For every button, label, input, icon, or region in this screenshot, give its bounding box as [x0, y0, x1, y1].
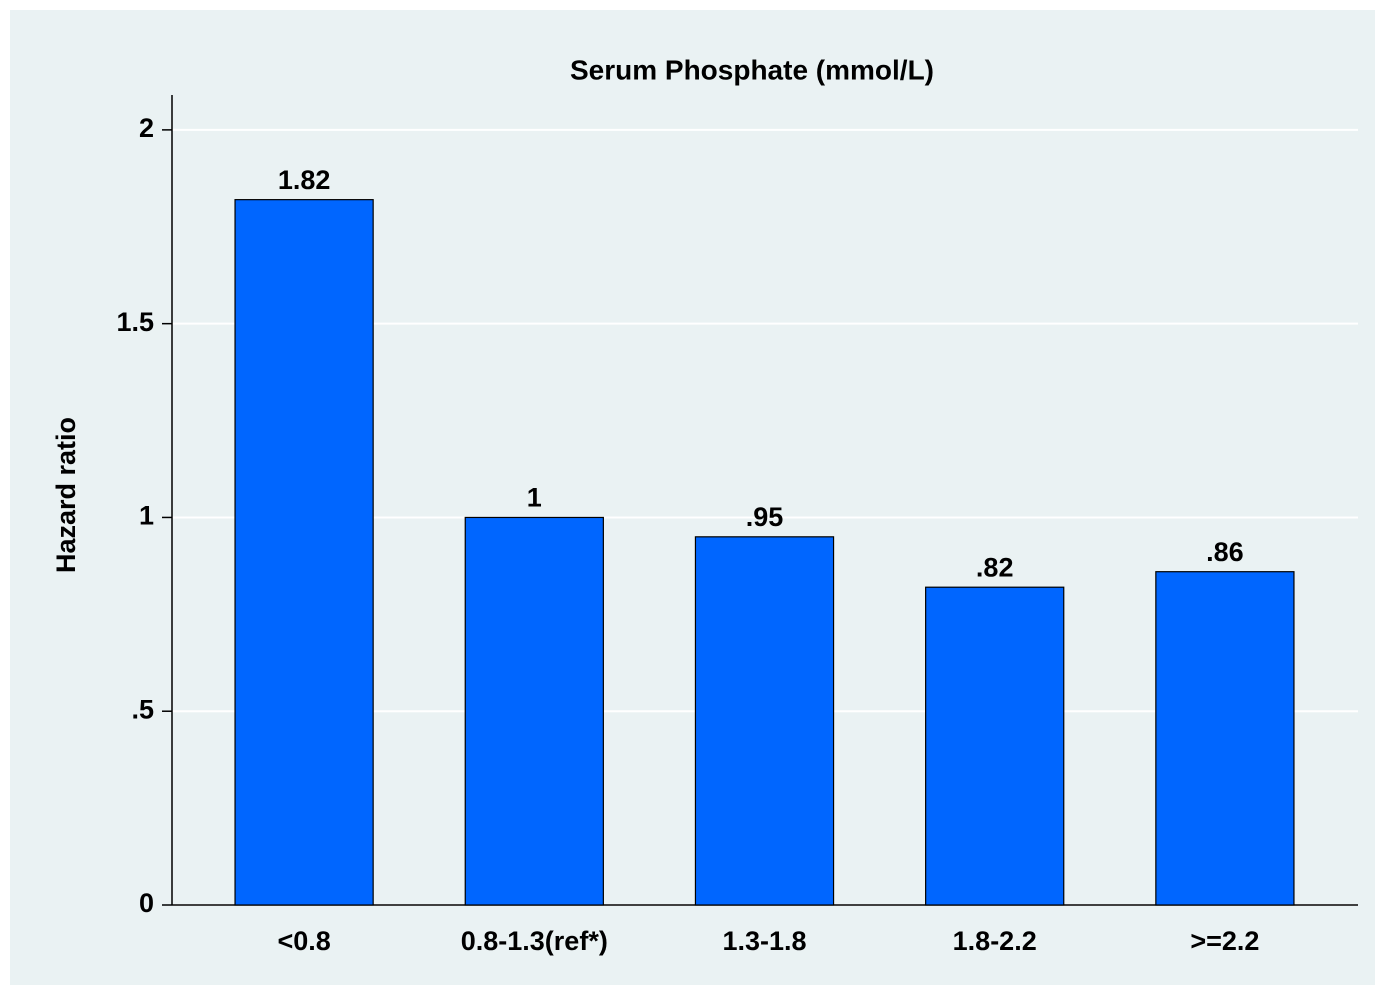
y-tick-label: 0 [139, 888, 154, 918]
data-label: .82 [976, 552, 1014, 582]
data-label: 1.82 [278, 165, 331, 195]
y-tick-label: 1.5 [116, 307, 154, 337]
x-tick-label: <0.8 [277, 926, 330, 956]
y-axis-label: Hazard ratio [51, 417, 81, 573]
bar [234, 199, 374, 906]
y-tick-label: .5 [131, 694, 154, 724]
bar [464, 516, 604, 906]
y-tick-label: 1 [139, 501, 154, 531]
data-label: .95 [746, 502, 784, 532]
data-label: 1 [527, 483, 542, 513]
bar [1155, 571, 1295, 906]
data-label: .86 [1206, 537, 1244, 567]
x-tick-label: 0.8-1.3(ref*) [461, 926, 608, 956]
bar [694, 536, 835, 906]
bar [925, 586, 1065, 906]
x-tick-label: 1.8-2.2 [953, 926, 1037, 956]
y-tick-label: 2 [139, 113, 154, 143]
chart-title: Serum Phosphate (mmol/L) [570, 54, 934, 85]
x-tick-label: >=2.2 [1190, 926, 1259, 956]
x-tick-label: 1.3-1.8 [722, 926, 806, 956]
